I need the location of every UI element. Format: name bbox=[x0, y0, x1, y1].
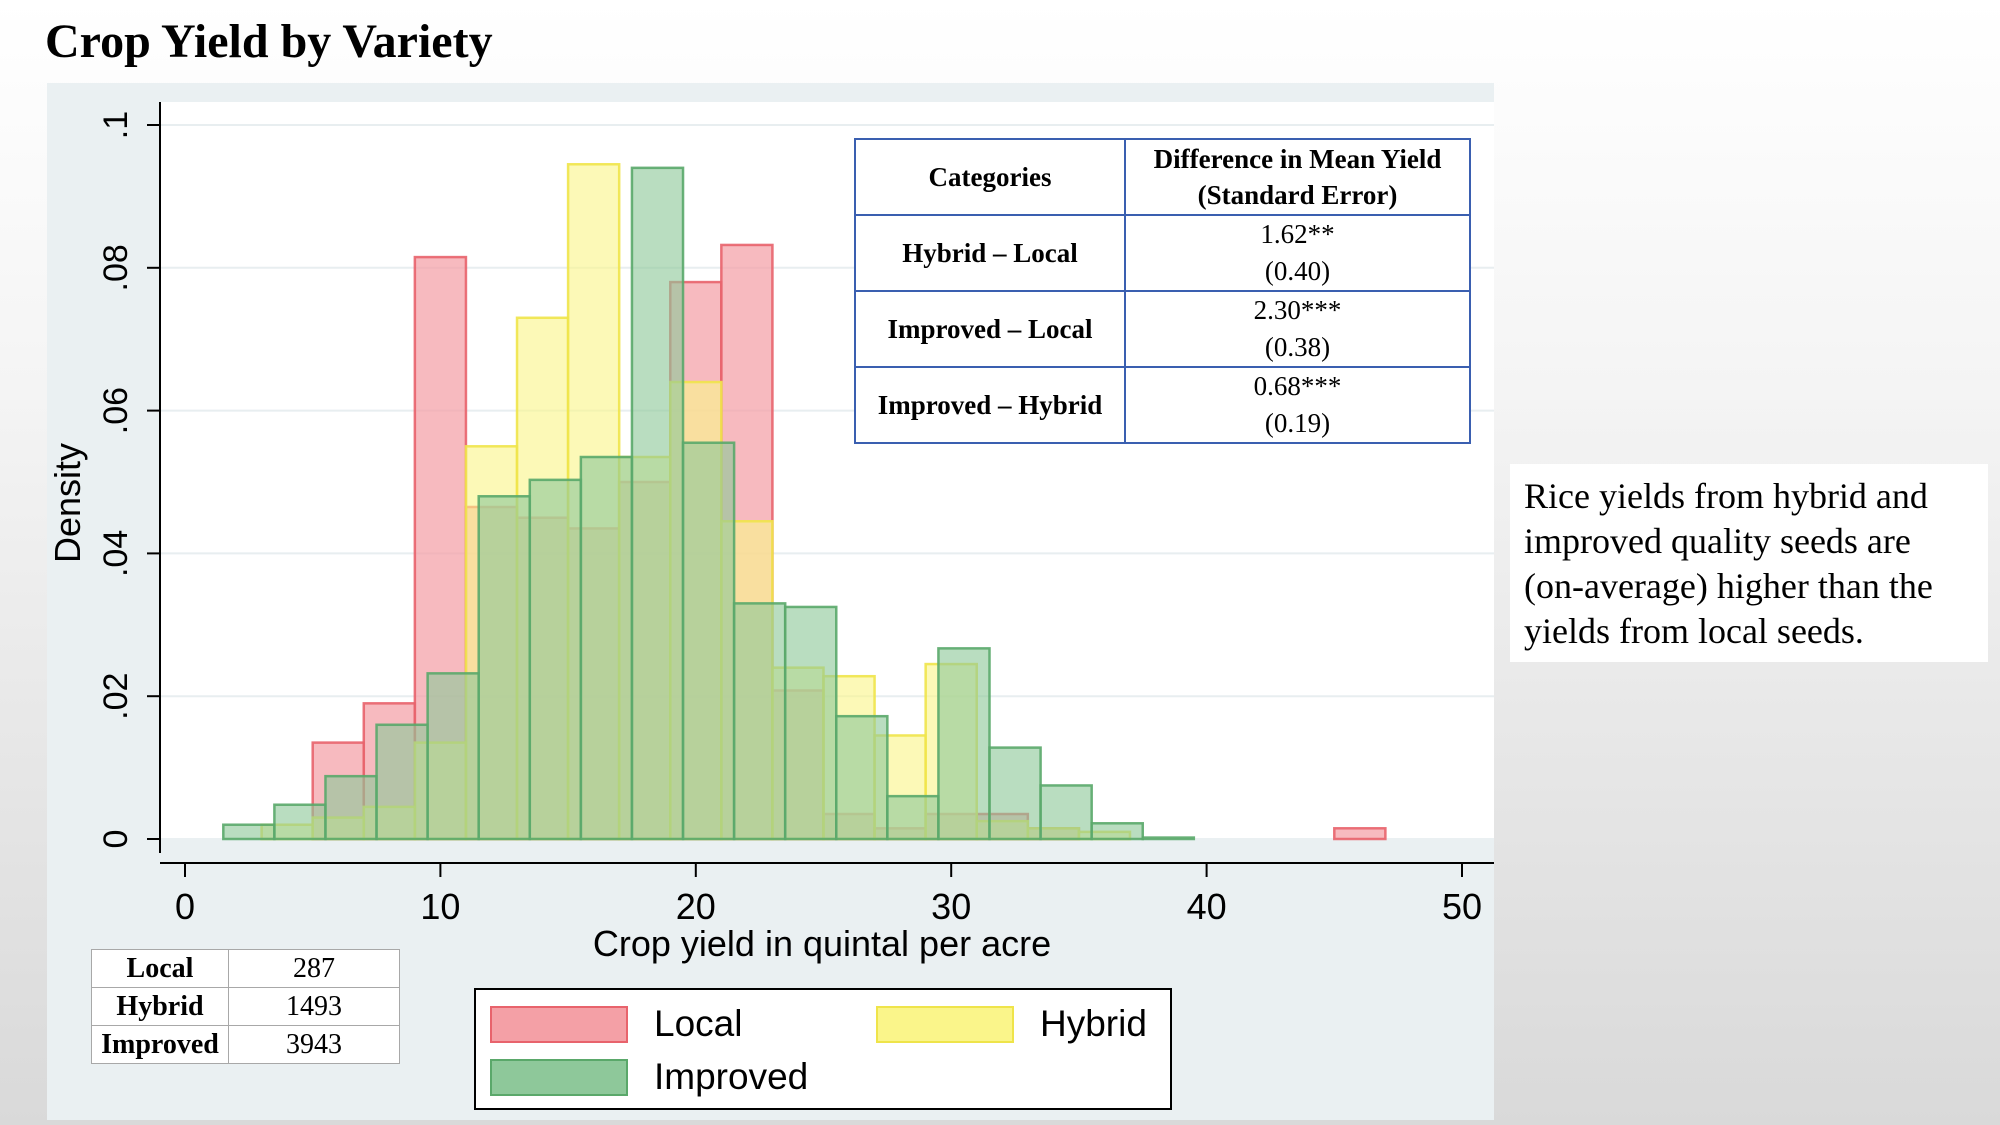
diff-row-se: (0.40) bbox=[1264, 256, 1331, 286]
series-improved bbox=[222, 166, 1196, 841]
legend-swatch-local bbox=[490, 1005, 628, 1043]
bar-improved bbox=[273, 803, 327, 841]
bar-improved bbox=[477, 495, 532, 841]
bar-local bbox=[1333, 827, 1387, 841]
diff-row-category: Improved – Local bbox=[854, 290, 1126, 368]
bar-improved bbox=[937, 647, 991, 841]
bar-improved bbox=[1141, 836, 1196, 841]
mean-difference-table: Categories Difference in Mean Yield (Sta… bbox=[854, 138, 1471, 444]
count-value: 1493 bbox=[228, 987, 400, 1026]
x-tick-label: 0 bbox=[175, 886, 195, 927]
diff-header-categories: Categories bbox=[854, 138, 1126, 216]
y-tick-label: 0 bbox=[97, 830, 135, 849]
legend-label-local: Local bbox=[654, 1003, 743, 1044]
legend-label-hybrid: Hybrid bbox=[1040, 1003, 1147, 1044]
bar-improved bbox=[1090, 822, 1145, 841]
diff-table-row: Hybrid – Local 1.62** (0.40) bbox=[854, 214, 1471, 292]
x-tick-label: 40 bbox=[1187, 886, 1227, 927]
summary-callout: Rice yields from hybrid and improved qua… bbox=[1510, 464, 1988, 662]
diff-row-estimate: 0.68*** bbox=[1253, 371, 1342, 401]
diff-header-line1: Difference in Mean Yield bbox=[1153, 144, 1442, 174]
diff-table-row: Improved – Hybrid 0.68*** (0.19) bbox=[854, 366, 1471, 444]
bar-improved bbox=[426, 672, 480, 841]
legend-label-improved: Improved bbox=[654, 1056, 809, 1097]
diff-row-estimate: 1.62** bbox=[1260, 219, 1335, 249]
diff-row-se: (0.38) bbox=[1264, 332, 1331, 362]
tick-labels: 0 .02 .04 .06 .08 .1 0 10 20 30 40 50 bbox=[97, 111, 1482, 927]
axes bbox=[147, 102, 1494, 877]
legend-swatch-hybrid bbox=[876, 1005, 1014, 1043]
chart-panel: 0 .02 .04 .06 .08 .1 0 10 20 30 40 50 Crop yield in… bbox=[47, 83, 1494, 1120]
count-label: Local bbox=[91, 949, 229, 988]
legend-item-local: Local bbox=[490, 1003, 742, 1045]
diff-row-value: 0.68*** (0.19) bbox=[1124, 366, 1471, 444]
diff-row-estimate: 2.30*** bbox=[1253, 295, 1342, 325]
bar-improved bbox=[732, 602, 787, 841]
count-row: Local 287 bbox=[91, 949, 400, 988]
legend-item-improved: Improved bbox=[490, 1056, 808, 1098]
bar-improved bbox=[375, 723, 429, 841]
legend-swatch-improved bbox=[490, 1058, 628, 1096]
sample-count-table: Local 287 Hybrid 1493 Improved 3943 bbox=[91, 949, 400, 1064]
bar-improved bbox=[528, 478, 583, 841]
y-tick-label: .08 bbox=[97, 244, 135, 291]
count-value: 3943 bbox=[228, 1025, 400, 1064]
diff-row-value: 1.62** (0.40) bbox=[1124, 214, 1471, 292]
bar-improved bbox=[835, 714, 889, 841]
bar-improved bbox=[324, 774, 378, 841]
slide-title: Crop Yield by Variety bbox=[45, 15, 493, 68]
bar-improved bbox=[783, 605, 838, 841]
bar-improved bbox=[886, 794, 940, 841]
bar-improved bbox=[1039, 784, 1093, 841]
chart-legend: Local Hybrid Improved bbox=[474, 988, 1172, 1110]
x-tick-label: 50 bbox=[1442, 886, 1482, 927]
count-label: Hybrid bbox=[91, 987, 229, 1026]
y-tick-label: .02 bbox=[97, 673, 135, 720]
diff-row-category: Improved – Hybrid bbox=[854, 366, 1126, 444]
y-tick-label: .06 bbox=[97, 387, 135, 434]
bar-improved bbox=[988, 746, 1042, 841]
diff-row-category: Hybrid – Local bbox=[854, 214, 1126, 292]
bar-improved bbox=[681, 441, 736, 841]
x-tick-label: 30 bbox=[931, 886, 971, 927]
diff-row-se: (0.19) bbox=[1264, 408, 1331, 438]
x-tick-label: 20 bbox=[676, 886, 716, 927]
diff-header-difference: Difference in Mean Yield (Standard Error… bbox=[1124, 138, 1471, 216]
x-tick-label: 10 bbox=[420, 886, 460, 927]
histogram-bars bbox=[222, 163, 1387, 841]
bar-improved bbox=[630, 166, 685, 841]
x-axis-title: Crop yield in quintal per acre bbox=[593, 923, 1051, 964]
count-row: Hybrid 1493 bbox=[91, 987, 400, 1026]
y-axis-title: Density bbox=[47, 443, 88, 563]
diff-row-value: 2.30*** (0.38) bbox=[1124, 290, 1471, 368]
diff-table-header-row: Categories Difference in Mean Yield (Sta… bbox=[854, 138, 1471, 216]
bar-improved bbox=[222, 823, 276, 841]
diff-table-row: Improved – Local 2.30*** (0.38) bbox=[854, 290, 1471, 368]
y-tick-label: .1 bbox=[97, 111, 135, 139]
y-tick-label: .04 bbox=[97, 530, 135, 577]
count-value: 287 bbox=[228, 949, 400, 988]
legend-item-hybrid: Hybrid bbox=[876, 1003, 1147, 1045]
diff-header-line2: (Standard Error) bbox=[1197, 180, 1398, 210]
count-label: Improved bbox=[91, 1025, 229, 1064]
count-row: Improved 3943 bbox=[91, 1025, 400, 1064]
bar-improved bbox=[579, 455, 634, 841]
